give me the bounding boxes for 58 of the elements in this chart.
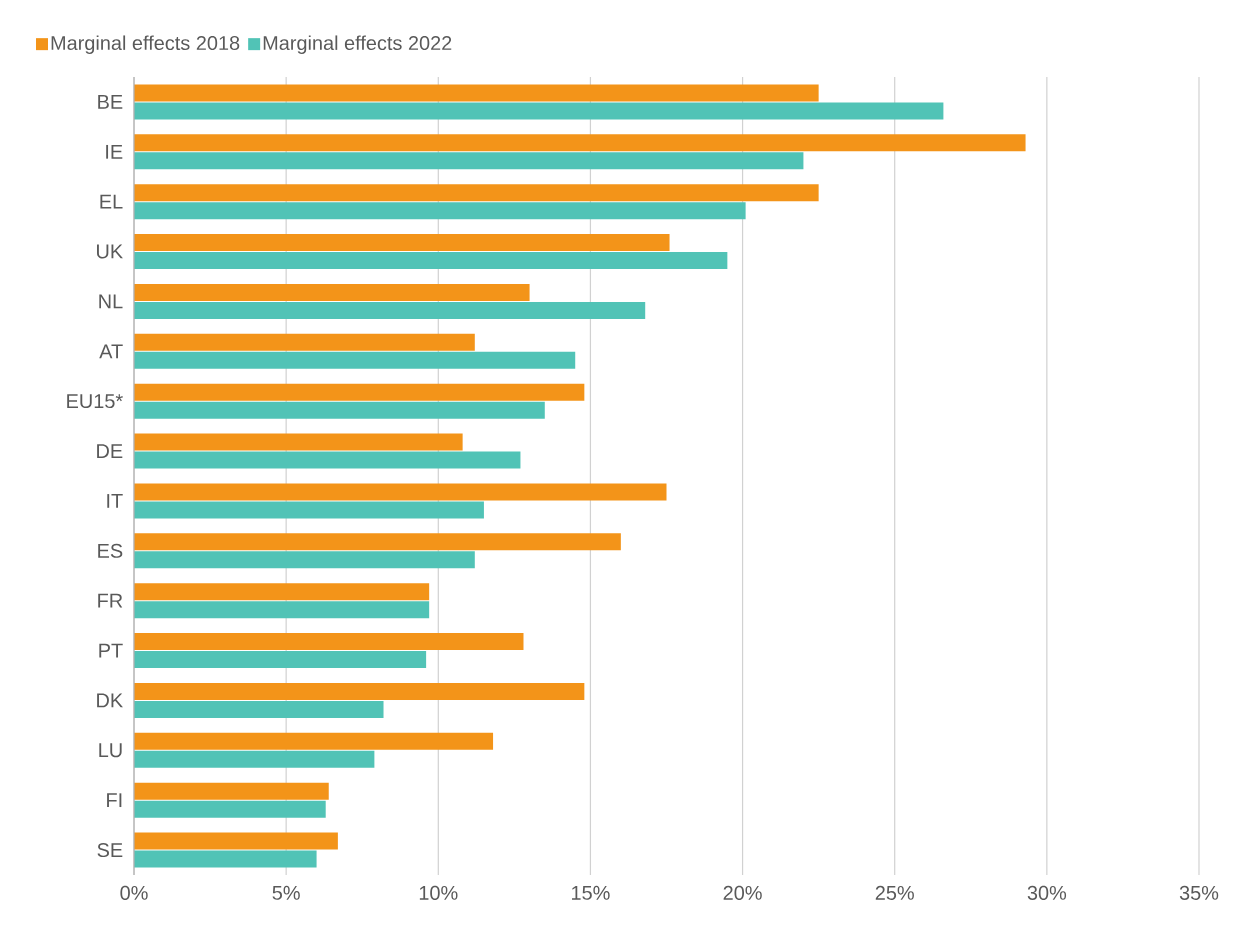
bar <box>134 551 475 569</box>
bar <box>134 234 670 252</box>
bar <box>134 383 585 401</box>
x-tick-label: 10% <box>419 885 458 900</box>
bar <box>134 501 484 519</box>
bar <box>134 533 621 551</box>
bar <box>134 732 494 750</box>
y-tick-label: SE <box>97 843 123 858</box>
bar <box>134 750 375 768</box>
y-tick-label: BE <box>98 95 123 109</box>
bar <box>134 583 430 601</box>
y-tick-label: FR <box>98 593 123 608</box>
x-tick-label: 5% <box>272 885 300 900</box>
bar <box>134 832 338 850</box>
x-tick-label: 35% <box>1179 885 1219 900</box>
legend-label: Marginal effects 2018 <box>51 35 240 55</box>
bar <box>134 84 819 102</box>
x-tick-label: 25% <box>875 885 914 900</box>
y-tick-label: IE <box>106 144 123 159</box>
bar <box>134 202 746 220</box>
bar <box>134 451 521 469</box>
bar <box>134 134 1026 152</box>
x-tick-label: 20% <box>723 885 762 900</box>
bar <box>134 682 585 700</box>
y-tick-label: IT <box>107 494 123 508</box>
y-tick-label: ES <box>98 543 123 558</box>
bar <box>134 102 944 120</box>
legend-label: Marginal effects 2022 <box>263 35 452 55</box>
bar <box>134 651 427 669</box>
y-tick-label: EU15* <box>67 394 123 409</box>
x-tick-label: 0% <box>120 885 148 900</box>
bar <box>134 782 329 800</box>
y-tick-label: PT <box>99 643 123 658</box>
bar <box>134 252 728 270</box>
bar <box>134 601 430 619</box>
y-tick-label: UK <box>97 244 123 259</box>
y-tick-label: LU <box>99 743 122 758</box>
x-tick-label: 30% <box>1027 885 1067 900</box>
bar <box>134 483 667 501</box>
bar <box>134 351 576 369</box>
bar <box>134 800 326 818</box>
bar <box>134 283 530 301</box>
bar <box>134 850 317 868</box>
y-tick-label: DK <box>97 693 123 708</box>
y-tick-label: EL <box>100 194 123 209</box>
y-tick-label: DE <box>97 444 123 458</box>
y-tick-label: NL <box>99 294 123 309</box>
bar <box>134 401 545 419</box>
x-tick-label: 15% <box>572 885 610 900</box>
y-tick-label: AT <box>99 344 123 359</box>
bar <box>134 184 819 202</box>
bar <box>134 152 804 170</box>
y-tick-label: FI <box>107 793 122 808</box>
bar <box>134 301 646 319</box>
bar <box>134 700 384 718</box>
bar <box>134 433 463 451</box>
bar <box>134 333 475 351</box>
bar <box>134 633 524 651</box>
